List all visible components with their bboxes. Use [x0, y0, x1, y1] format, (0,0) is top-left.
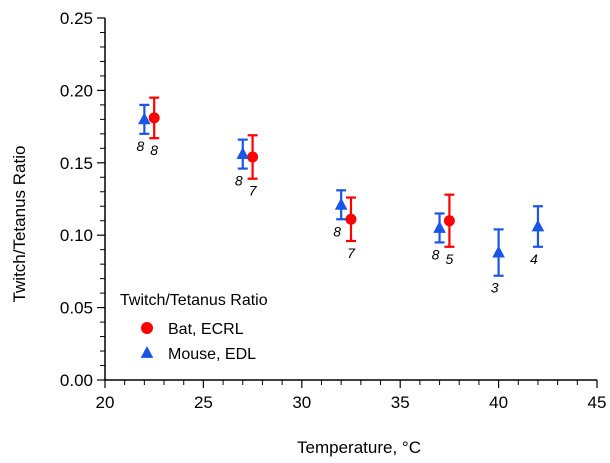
y-axis-title: Twitch/Tetanus Ratio	[10, 146, 29, 303]
series-bat-ecrl: 877 5	[148, 96, 455, 267]
legend-title: Twitch/Tetanus Ratio	[120, 292, 268, 309]
sample-size-label: 4	[530, 251, 538, 267]
x-tick-label: 40	[489, 393, 508, 412]
y-axis: 0.00 0.05 0.10 0.15 0.20 0.25	[60, 9, 106, 390]
x-axis-title: Temperature, °C	[297, 438, 421, 457]
x-tick-label: 20	[96, 393, 115, 412]
y-tick-label: 0.25	[60, 9, 93, 28]
data-point	[531, 219, 545, 232]
legend-label-mouse: Mouse, EDL	[168, 346, 256, 363]
legend-marker-mouse	[140, 346, 154, 358]
data-point	[492, 245, 505, 258]
sample-size-label: 8	[150, 142, 158, 158]
y-tick-label: 0.00	[60, 371, 93, 390]
sample-size-label: 7	[347, 245, 356, 261]
legend-label-bat: Bat, ECRL	[168, 321, 244, 338]
sample-size-label: 8	[136, 138, 144, 154]
legend-marker-bat	[141, 322, 153, 334]
y-tick-label: 0.10	[60, 226, 93, 245]
y-tick-label: 0.05	[60, 299, 93, 318]
sample-size-label: 8	[235, 173, 243, 189]
x-tick-label: 45	[588, 393, 607, 412]
y-tick-label: 0.15	[60, 154, 93, 173]
sample-size-label: 8	[333, 223, 341, 239]
data-point	[443, 215, 455, 227]
x-axis: 20 25 30 35 40 45	[96, 379, 607, 412]
sample-size-label: 5	[446, 251, 454, 267]
data-point	[334, 197, 348, 210]
sample-size-label: 3	[491, 280, 499, 296]
x-tick-label: 30	[292, 393, 311, 412]
data-point	[148, 112, 160, 124]
y-tick-label: 0.20	[60, 81, 93, 100]
data-point	[236, 147, 250, 160]
sample-size-label: 7	[249, 183, 258, 199]
x-tick-label: 35	[391, 393, 410, 412]
sample-size-label: 8	[432, 246, 440, 262]
data-point	[138, 112, 151, 125]
legend: Twitch/Tetanus Ratio Bat, ECRL Mouse, ED…	[120, 292, 268, 363]
data-point	[345, 213, 357, 225]
data-point	[433, 220, 446, 233]
data-point	[247, 151, 259, 163]
x-tick-label: 25	[194, 393, 213, 412]
